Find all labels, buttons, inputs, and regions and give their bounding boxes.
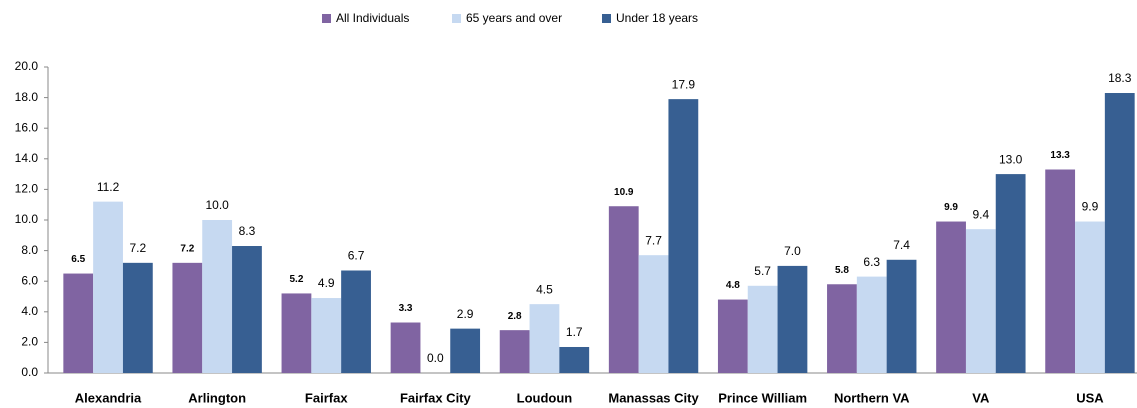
bar (341, 270, 371, 373)
bar (886, 259, 917, 373)
bar (63, 273, 94, 373)
data-label: 18.3 (1108, 71, 1132, 85)
bar (281, 293, 312, 373)
bar (995, 174, 1026, 373)
data-label: 9.9 (1082, 200, 1099, 214)
data-label: 7.2 (130, 241, 147, 255)
bar (1045, 169, 1076, 373)
bar (936, 221, 966, 373)
y-tick-label: 4.0 (21, 304, 38, 318)
legend-swatch (322, 14, 331, 23)
x-tick-label: Fairfax (305, 390, 348, 405)
legend-label: 65 years and over (466, 11, 562, 25)
data-label: 1.7 (566, 325, 583, 339)
data-label: 5.8 (835, 265, 849, 276)
data-label: 8.3 (239, 224, 256, 238)
data-label: 13.3 (1050, 150, 1070, 161)
bar (638, 255, 669, 373)
data-label: 0.0 (427, 351, 444, 365)
y-tick-label: 10.0 (15, 212, 39, 226)
bar (747, 285, 778, 373)
data-label: 6.5 (71, 254, 85, 265)
x-tick-label: VA (972, 390, 990, 405)
y-tick-label: 8.0 (21, 243, 38, 257)
x-tick-label: USA (1076, 390, 1104, 405)
data-label: 10.9 (614, 187, 634, 198)
bar (122, 262, 153, 373)
bar (172, 262, 203, 373)
x-tick-label: Arlington (188, 390, 246, 405)
x-tick-label: Prince William (718, 390, 807, 405)
y-tick-label: 6.0 (21, 273, 38, 287)
data-label: 7.2 (180, 243, 194, 254)
x-tick-label: Alexandria (75, 390, 142, 405)
data-label: 2.8 (508, 311, 522, 322)
x-tick-label: Northern VA (834, 390, 910, 405)
data-label: 2.9 (457, 307, 474, 321)
legend-swatch (452, 14, 461, 23)
x-tick-label: Loudoun (517, 390, 573, 405)
x-tick-label: Fairfax City (400, 390, 472, 405)
y-tick-label: 16.0 (15, 120, 39, 134)
data-label: 7.0 (784, 244, 801, 258)
data-label: 13.0 (999, 152, 1023, 166)
data-label: 4.8 (726, 280, 740, 291)
data-label: 7.4 (893, 238, 910, 252)
bar (827, 284, 857, 373)
y-tick-label: 20.0 (15, 59, 39, 73)
bar (93, 201, 123, 373)
data-label: 4.9 (318, 276, 335, 290)
bar (529, 304, 560, 373)
bar (450, 328, 481, 373)
y-tick-label: 12.0 (15, 182, 39, 196)
bar (608, 206, 639, 373)
data-label: 5.2 (289, 274, 303, 285)
bar (777, 265, 808, 373)
y-tick-label: 2.0 (21, 335, 38, 349)
data-label: 17.9 (672, 77, 696, 91)
bar (390, 322, 421, 373)
bar (202, 220, 233, 373)
data-label: 4.5 (536, 282, 553, 296)
legend-label: All Individuals (336, 11, 409, 25)
legend-label: Under 18 years (616, 11, 698, 25)
data-label: 9.9 (944, 202, 958, 213)
data-label: 9.4 (973, 207, 990, 221)
legend-swatch (602, 14, 611, 23)
data-label: 5.7 (754, 264, 771, 278)
bar (311, 298, 342, 373)
bar (668, 99, 699, 373)
y-tick-label: 0.0 (21, 365, 38, 379)
data-label: 11.2 (97, 180, 120, 194)
bar (856, 276, 887, 373)
data-label: 6.3 (863, 255, 880, 269)
bar (499, 330, 530, 373)
data-label: 7.7 (645, 233, 662, 247)
bar (965, 229, 996, 373)
bar (1104, 93, 1135, 373)
bar (559, 346, 590, 373)
bar (232, 246, 262, 373)
y-tick-label: 14.0 (15, 151, 39, 165)
x-tick-label: Manassas City (608, 390, 699, 405)
bar (1075, 221, 1105, 373)
data-label: 3.3 (399, 303, 413, 314)
y-tick-label: 18.0 (15, 90, 39, 104)
bar (717, 299, 748, 373)
data-label: 10.0 (205, 198, 229, 212)
data-label: 6.7 (348, 249, 365, 263)
